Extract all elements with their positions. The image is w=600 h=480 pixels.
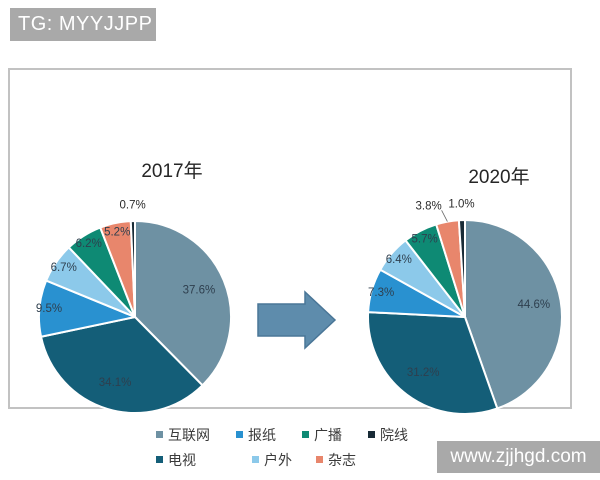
pie-value-label-cinema: 1.0% — [448, 199, 474, 211]
legend-marker-outdoor-icon — [252, 456, 259, 463]
pie-value-label-newspaper: 7.3% — [368, 287, 394, 299]
pie-value-label-internet: 44.6% — [517, 299, 550, 311]
legend-label: 广播 — [314, 426, 342, 443]
pie-slice-tv — [367, 311, 499, 415]
legend-label: 户外 — [264, 451, 292, 468]
pie-value-label-cinema: 0.7% — [119, 200, 145, 212]
pie-value-label-internet: 37.6% — [183, 285, 216, 297]
legend-label: 杂志 — [328, 451, 356, 468]
legend-item-internet: 互联网 — [156, 425, 210, 445]
legend-item-cinema: 院线 — [368, 425, 408, 445]
legend-marker-internet-icon — [156, 431, 163, 438]
legend-item-outdoor: 户外 — [252, 450, 292, 470]
legend-label: 院线 — [380, 426, 408, 443]
chart-title-2017: 2017年 — [141, 161, 203, 182]
legend-label: 电视 — [168, 451, 196, 468]
pie-value-label-radio: 6.2% — [76, 238, 102, 250]
pie-value-label-radio: 5.7% — [411, 234, 437, 246]
legend-marker-cinema-icon — [368, 431, 375, 438]
pie-value-label-outdoor: 6.7% — [51, 262, 77, 274]
pie-value-label-newspaper: 9.5% — [36, 303, 62, 315]
legend-marker-tv-icon — [156, 456, 163, 463]
right-arrow-icon — [257, 290, 337, 350]
pie-value-label-magazine: 3.8% — [415, 200, 441, 212]
legend: 互联网 报纸 广播 院线电视 户外 杂志 — [156, 422, 456, 472]
pie-slice-cinema — [129, 219, 136, 318]
pie-value-label-tv: 34.1% — [99, 377, 132, 389]
legend-label: 互联网 — [168, 426, 210, 443]
legend-marker-magazine-icon — [316, 456, 323, 463]
pie-slice-cinema — [457, 218, 466, 318]
legend-item-magazine: 杂志 — [316, 450, 356, 470]
legend-row: 电视 户外 杂志 — [156, 447, 456, 472]
pie-chart-2017: 37.6% 34.1% 9.5% 6.7% 6.2%5.2% 0.7% — [36, 200, 232, 414]
chart-panel: 2017年 2020年 37.6% 34.1% 9.5% 6.7% 6.2% 5.2% 0.… — [8, 68, 572, 468]
legend-marker-radio-icon — [302, 431, 309, 438]
pie-slice-internet — [464, 219, 563, 410]
pie-slice-internet — [134, 220, 232, 387]
pie-value-label-tv: 31.2% — [407, 367, 440, 379]
legend-item-newspaper: 报纸 — [236, 425, 276, 445]
pie-value-label-outdoor: 6.4% — [386, 254, 412, 266]
legend-item-tv: 电视 — [156, 450, 228, 470]
chart-title-2020: 2020年 — [468, 167, 530, 188]
pie-slice-tv — [40, 316, 204, 414]
watermark-url: www.zjjhgd.com — [450, 446, 587, 467]
legend-row: 互联网 报纸 广播 院线 — [156, 422, 456, 447]
header-tag-bar: TG: MYYJJPP — [10, 8, 156, 41]
watermark-bar: www.zjjhgd.com — [437, 441, 600, 473]
legend-label: 报纸 — [248, 426, 276, 443]
legend-marker-newspaper-icon — [236, 431, 243, 438]
label-leader-line — [441, 210, 448, 222]
header-tag-label: TG: MYYJJPP — [18, 13, 153, 35]
right-arrow-shape — [257, 290, 337, 350]
pie-value-label-magazine: 5.2% — [104, 227, 130, 239]
pie-chart-2020: 44.6% 31.2% 7.3% 6.4% 5.7% 3.8% 1.0% — [367, 199, 563, 415]
legend-item-radio: 广播 — [302, 425, 342, 445]
